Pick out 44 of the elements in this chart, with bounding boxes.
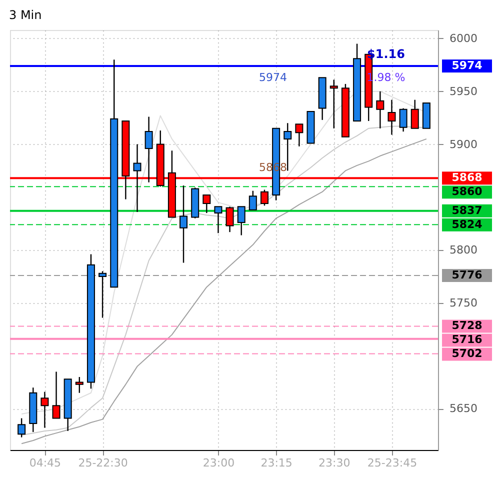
annotation: 5974 [259,71,287,84]
ref-line-label: 5728 [452,319,482,332]
annotation: $1.16 [367,47,405,61]
candlestick [202,194,211,214]
x-tick-label: 25-23:45 [367,456,418,470]
candlestick [399,108,408,132]
candlestick [214,206,222,234]
x-tick-label: 23:30 [318,456,350,470]
ref-line-label: 5716 [452,333,483,346]
y-tick-label: 5800 [450,244,478,257]
candlestick [98,270,107,318]
candlestick [295,124,304,147]
x-tick-label: 25-22:30 [78,456,128,470]
ref-line-label: 5837 [452,204,482,217]
ref-line-label: 5702 [452,347,482,360]
candlestick [52,371,60,419]
y-tick-label: 5750 [450,296,478,310]
candlestick [180,184,188,264]
y-tick-label: 6000 [450,32,478,45]
x-tick-label: 23:00 [202,456,235,470]
candlestick [40,391,49,428]
candlestick [75,376,84,394]
candlestick [226,206,234,233]
candlestick [388,99,396,136]
y-tick-label: 5950 [450,84,478,98]
ref-line-label: 5824 [452,218,483,231]
ref-line-label: 5860 [452,185,483,198]
candlestick [260,189,268,206]
candlestick [410,99,419,129]
candlestick [330,79,338,129]
ref-line-label: 5974 [452,58,483,72]
candlestick [133,144,142,213]
chart-title: 3 Min [9,8,42,22]
candlestick [18,418,26,438]
y-tick-label: 5900 [450,138,478,151]
candlestick [376,90,384,129]
ref-line-label: 5868 [452,171,482,184]
x-tick-label: 04:45 [29,456,62,470]
candlestick [144,116,153,183]
y-tick-label: 5650 [450,402,478,416]
ref-line-label: 5776 [452,268,483,282]
candlestick [248,190,257,210]
x-tick-label: 23:15 [260,456,292,470]
candlestick [237,206,246,236]
